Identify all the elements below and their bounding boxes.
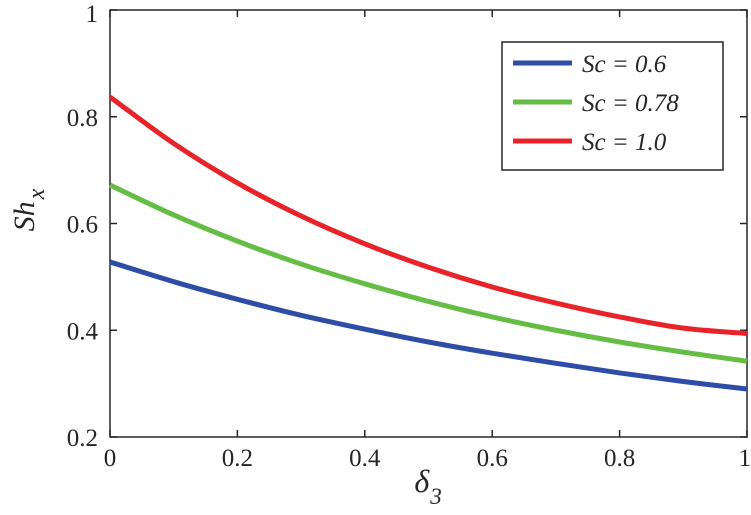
x-tick-label: 0.2 <box>222 445 253 472</box>
x-tick-label: 0.6 <box>477 445 508 472</box>
y-tick-label: 0.6 <box>67 212 98 239</box>
y-tick-label: 1 <box>86 1 99 28</box>
axis-ticks: 0 0.2 0.4 0.6 0.8 10.20.40.60.81 <box>67 1 751 472</box>
series-lines <box>108 94 748 392</box>
series-line <box>108 94 748 336</box>
y-tick-label: 0.2 <box>67 425 98 452</box>
legend-label: Sc = 0.6 <box>582 51 667 78</box>
y-axis-label-sub: x <box>24 188 50 200</box>
y-axis-label-main: Sh <box>8 201 41 231</box>
x-axis-label: δ3 <box>414 463 441 509</box>
x-tick-label: 1 <box>739 445 751 472</box>
x-axis-label-main: δ <box>414 463 430 499</box>
x-tick-label: 0 <box>104 445 117 472</box>
series-line <box>108 182 748 364</box>
x-tick-label: 0.4 <box>349 445 381 472</box>
x-axis-label-sub: 3 <box>429 484 442 509</box>
series-line <box>109 259 748 392</box>
legend-label: Sc = 0.78 <box>582 90 679 117</box>
y-tick-label: 0.8 <box>67 105 98 132</box>
x-tick-label: 0.8 <box>604 445 635 472</box>
y-tick-label: 0.4 <box>67 318 99 345</box>
legend-label: Sc = 1.0 <box>582 129 667 156</box>
legend: Sc = 0.6 Sc = 0.78 Sc = 1.0 <box>501 41 724 171</box>
y-axis-label: Shx <box>8 188 50 231</box>
